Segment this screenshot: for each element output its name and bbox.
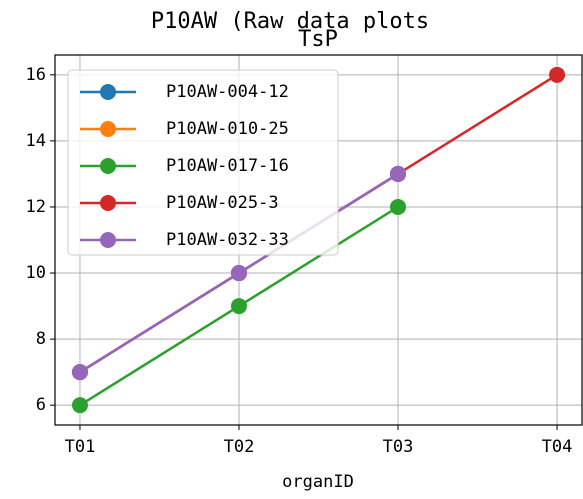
legend-marker (100, 84, 116, 100)
legend-label: P10AW-004-12 (166, 82, 289, 102)
y-tick-label: 12 (26, 197, 46, 217)
x-axis-label: organID (282, 472, 354, 492)
x-tick-label: T04 (542, 437, 573, 457)
data-point (549, 66, 566, 83)
y-tick-label: 10 (26, 263, 46, 283)
legend: P10AW-004-12 P10AW-010-25 P10AW-017-16 P10A… (67, 69, 339, 256)
data-point (230, 298, 247, 315)
legend-label: P10AW-010-25 (166, 119, 289, 139)
x-tick-label: T02 (224, 437, 255, 457)
chart-subtitle: TsP (298, 27, 338, 52)
legend-label: P10AW-017-16 (166, 156, 289, 176)
y-tick-label: 8 (36, 329, 46, 349)
x-tick-label: T01 (65, 437, 96, 457)
data-point (390, 165, 407, 182)
data-point (71, 364, 88, 381)
legend-label: P10AW-025-3 (166, 193, 279, 213)
data-point (230, 265, 247, 282)
data-point (71, 397, 88, 414)
legend-box (67, 69, 339, 256)
legend-marker (100, 195, 116, 211)
y-tick-label: 6 (36, 395, 46, 415)
legend-marker (100, 232, 116, 248)
plot-frame (54, 54, 583, 426)
legend-marker (100, 121, 116, 137)
legend-marker (100, 158, 116, 174)
chart-title: P10AW (Raw data plots (151, 9, 429, 34)
x-tick-label: T03 (383, 437, 414, 457)
data-point (390, 198, 407, 215)
legend-label: P10AW-032-33 (166, 230, 289, 250)
y-tick-label: 16 (26, 65, 46, 85)
y-tick-label: 14 (26, 131, 46, 151)
